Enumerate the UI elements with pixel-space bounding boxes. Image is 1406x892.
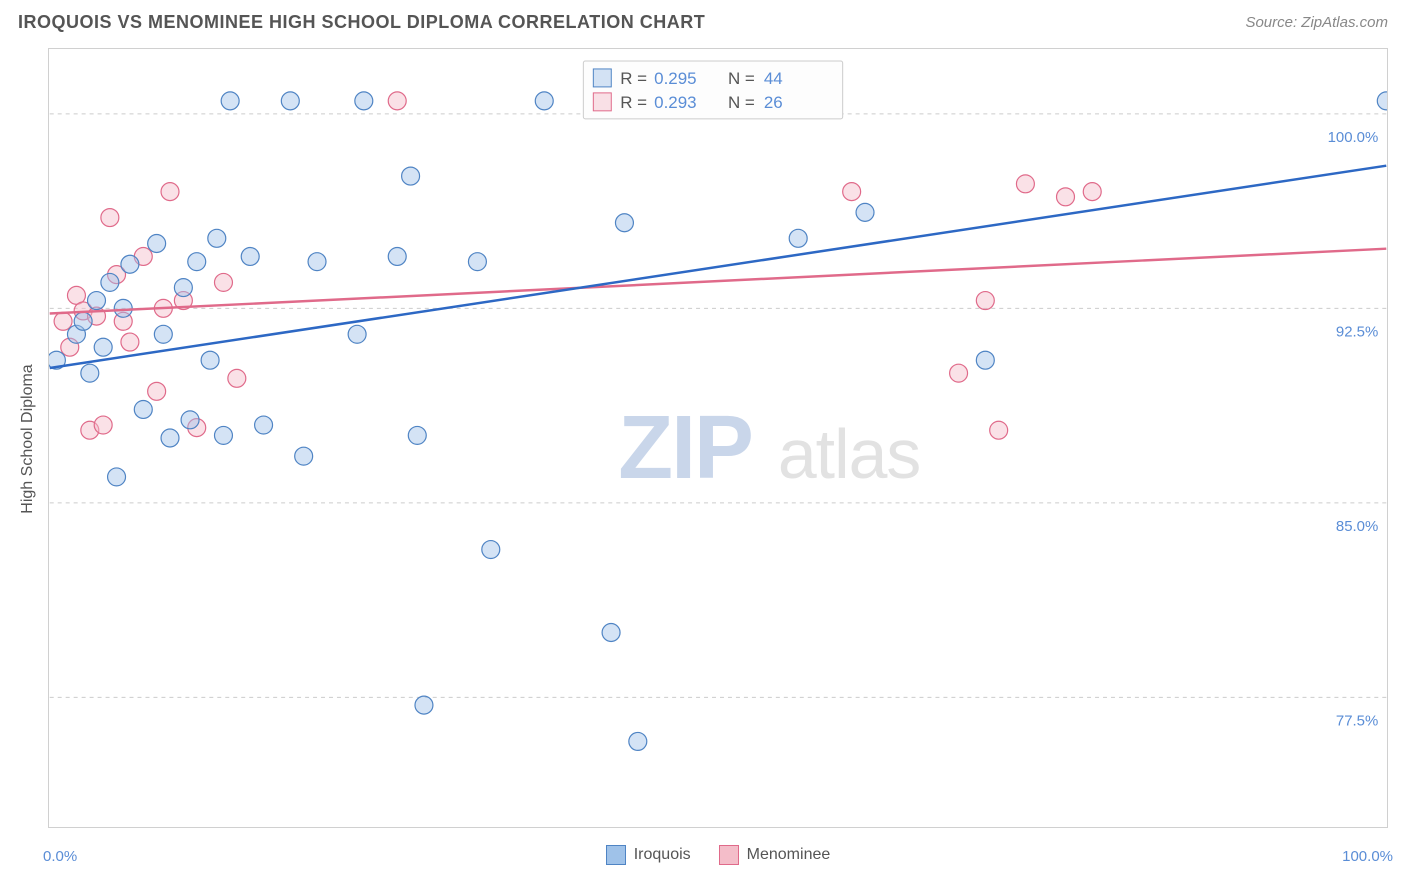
y-axis-label: High School Diploma xyxy=(19,364,37,513)
legend-n-val-0: 44 xyxy=(764,69,783,88)
svg-text:85.0%: 85.0% xyxy=(1336,518,1378,535)
legend-r-val-1: 0.293 xyxy=(654,93,696,112)
chart-source: Source: ZipAtlas.com xyxy=(1245,14,1388,31)
trendline-iroquois xyxy=(50,166,1387,368)
svg-text:77.5%: 77.5% xyxy=(1336,712,1378,729)
legend-label-iroquois: Iroquois xyxy=(634,846,691,864)
y-tick-labels: 77.5% 85.0% 92.5% 100.0% xyxy=(1328,129,1379,730)
watermark-atlas: atlas xyxy=(778,415,920,493)
legend-n-label-0: N = xyxy=(728,69,755,88)
legend-item-menominee: Menominee xyxy=(719,845,831,865)
chart-header: IROQUOIS VS MENOMINEE HIGH SCHOOL DIPLOM… xyxy=(0,0,1406,41)
legend-label-menominee: Menominee xyxy=(747,846,831,864)
svg-text:92.5%: 92.5% xyxy=(1336,323,1378,340)
bottom-legend: Iroquois Menominee xyxy=(49,845,1387,865)
watermark-zip: ZIP xyxy=(618,398,752,498)
legend-swatch-iroquois xyxy=(606,845,626,865)
legend-r-val-0: 0.295 xyxy=(654,69,696,88)
scatter-svg: ZIP atlas 77.5% 85.0% 92.5% 100.0% R = 0.29… xyxy=(49,49,1387,827)
chart-container: IROQUOIS VS MENOMINEE HIGH SCHOOL DIPLOM… xyxy=(0,0,1406,892)
legend-swatch-menominee xyxy=(719,845,739,865)
svg-text:100.0%: 100.0% xyxy=(1328,129,1379,146)
plot-area: ZIP atlas 77.5% 85.0% 92.5% 100.0% R = 0.29… xyxy=(48,48,1388,828)
legend-n-label-1: N = xyxy=(728,93,755,112)
legend-r-label-0: R = xyxy=(620,69,647,88)
series-menominee-points xyxy=(54,92,1101,439)
legend-n-val-1: 26 xyxy=(764,93,783,112)
chart-title: IROQUOIS VS MENOMINEE HIGH SCHOOL DIPLOM… xyxy=(18,12,705,33)
legend-item-iroquois: Iroquois xyxy=(606,845,691,865)
legend-r-label-1: R = xyxy=(620,93,647,112)
legend-stats-box: R = 0.295 N = 44 R = 0.293 N = 26 xyxy=(583,61,842,119)
